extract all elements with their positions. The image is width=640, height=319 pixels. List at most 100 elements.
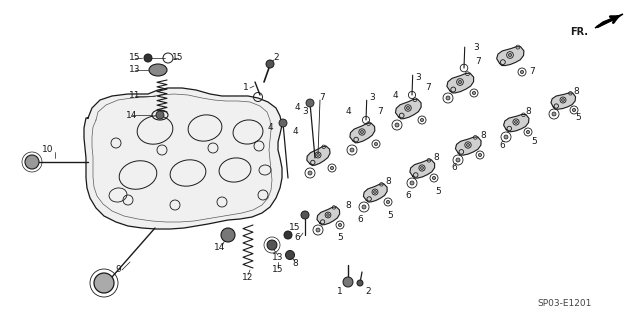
Text: 6: 6 <box>451 164 457 173</box>
Circle shape <box>456 158 460 162</box>
Polygon shape <box>317 207 340 225</box>
Text: 7: 7 <box>475 57 481 66</box>
Text: 3: 3 <box>302 108 308 116</box>
Text: 7: 7 <box>377 108 383 116</box>
Text: 8: 8 <box>433 153 439 162</box>
Circle shape <box>420 118 424 122</box>
Polygon shape <box>364 184 387 202</box>
Circle shape <box>472 92 476 95</box>
Text: 7: 7 <box>319 93 325 102</box>
Circle shape <box>308 171 312 175</box>
Circle shape <box>306 99 314 107</box>
Circle shape <box>509 54 511 56</box>
Text: 9: 9 <box>115 265 121 275</box>
Text: 6: 6 <box>357 216 363 225</box>
Text: 7: 7 <box>529 68 535 77</box>
Circle shape <box>515 121 517 123</box>
Text: 3: 3 <box>473 43 479 53</box>
Text: 6: 6 <box>294 234 300 242</box>
Text: 1: 1 <box>243 84 249 93</box>
Text: SP03-E1201: SP03-E1201 <box>538 299 592 308</box>
Circle shape <box>360 130 364 133</box>
Circle shape <box>520 70 524 74</box>
Circle shape <box>374 142 378 145</box>
Circle shape <box>279 119 287 127</box>
Circle shape <box>94 273 114 293</box>
Circle shape <box>387 200 390 204</box>
Circle shape <box>266 60 274 68</box>
Polygon shape <box>551 93 575 109</box>
Text: 3: 3 <box>415 73 421 83</box>
Text: 4: 4 <box>345 108 351 116</box>
Circle shape <box>267 240 277 250</box>
Text: 2: 2 <box>273 54 279 63</box>
Text: 15: 15 <box>129 54 141 63</box>
Text: 4: 4 <box>392 91 398 100</box>
Circle shape <box>406 107 410 109</box>
Text: 5: 5 <box>435 188 441 197</box>
Circle shape <box>504 135 508 139</box>
Polygon shape <box>410 160 435 178</box>
Text: 15: 15 <box>172 54 184 63</box>
Text: 5: 5 <box>337 234 343 242</box>
Text: 5: 5 <box>387 211 393 219</box>
Circle shape <box>526 130 530 134</box>
Polygon shape <box>595 14 623 28</box>
Polygon shape <box>307 146 330 166</box>
Circle shape <box>420 167 424 169</box>
Circle shape <box>479 153 482 157</box>
Circle shape <box>562 99 564 101</box>
Text: 6: 6 <box>405 190 411 199</box>
Polygon shape <box>456 137 481 155</box>
Circle shape <box>362 205 366 209</box>
Circle shape <box>572 108 575 112</box>
Circle shape <box>317 154 319 156</box>
Text: 8: 8 <box>525 108 531 116</box>
Circle shape <box>395 123 399 127</box>
Text: 4: 4 <box>294 103 300 113</box>
Text: 6: 6 <box>499 140 505 150</box>
Circle shape <box>410 181 414 185</box>
Polygon shape <box>447 73 474 93</box>
Ellipse shape <box>149 64 167 76</box>
Circle shape <box>330 167 333 170</box>
Circle shape <box>284 231 292 239</box>
Polygon shape <box>396 99 421 119</box>
Text: 8: 8 <box>292 258 298 268</box>
Text: 14: 14 <box>126 110 138 120</box>
Text: 15: 15 <box>272 265 284 275</box>
Circle shape <box>350 148 354 152</box>
Text: 8: 8 <box>573 87 579 97</box>
Circle shape <box>458 80 461 84</box>
Text: 1: 1 <box>337 287 343 296</box>
Text: 8: 8 <box>385 177 391 187</box>
Text: 10: 10 <box>42 145 54 154</box>
Text: 5: 5 <box>531 137 537 146</box>
Circle shape <box>552 112 556 116</box>
Text: 15: 15 <box>289 224 301 233</box>
Text: 3: 3 <box>369 93 375 102</box>
Text: 2: 2 <box>365 287 371 296</box>
Circle shape <box>326 214 330 216</box>
Circle shape <box>285 250 294 259</box>
Polygon shape <box>350 123 375 143</box>
Text: 4: 4 <box>267 123 273 132</box>
Circle shape <box>339 223 342 226</box>
Text: 8: 8 <box>480 130 486 139</box>
Circle shape <box>316 228 320 232</box>
Circle shape <box>357 280 363 286</box>
Text: 5: 5 <box>575 114 581 122</box>
Text: 12: 12 <box>243 273 253 283</box>
Text: 7: 7 <box>425 84 431 93</box>
Circle shape <box>374 191 376 193</box>
Circle shape <box>446 96 450 100</box>
Text: 13: 13 <box>272 254 284 263</box>
Text: 11: 11 <box>129 92 141 100</box>
Circle shape <box>156 111 164 119</box>
Text: 14: 14 <box>214 243 226 253</box>
Polygon shape <box>504 115 529 132</box>
Circle shape <box>343 277 353 287</box>
Text: 4: 4 <box>292 128 298 137</box>
Polygon shape <box>497 47 524 66</box>
Circle shape <box>25 155 39 169</box>
